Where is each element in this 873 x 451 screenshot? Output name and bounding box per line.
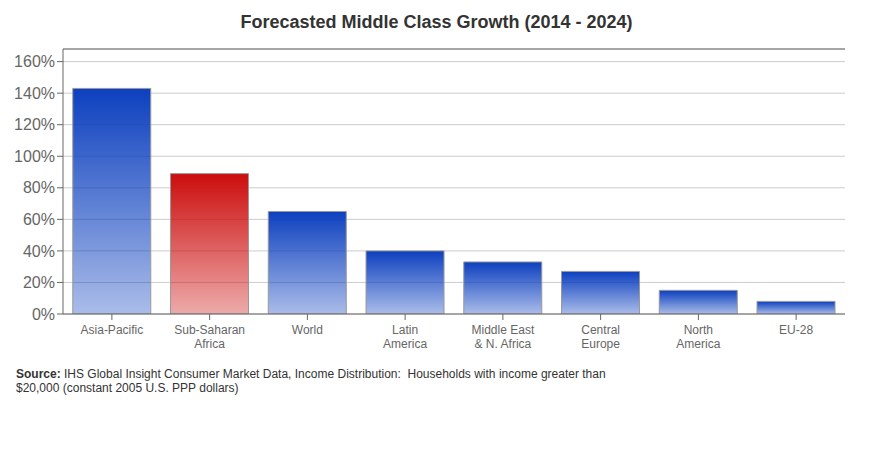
html-text:Forecasted Middle Class Growth: Forecasted Middle Class Growth (2014 - 2… bbox=[240, 12, 633, 32]
svg-text:100%: 100% bbox=[14, 148, 55, 165]
svg-text:CentralEurope: CentralEurope bbox=[581, 323, 620, 351]
svg-text:140%: 140% bbox=[14, 85, 55, 102]
svg-text:Middle East& N. Africa: Middle East& N. Africa bbox=[472, 323, 535, 351]
svg-text:0%: 0% bbox=[32, 306, 55, 323]
svg-text:EU-28: EU-28 bbox=[779, 323, 813, 337]
svg-text:160%: 160% bbox=[14, 53, 55, 70]
svg-text:20%: 20% bbox=[23, 274, 55, 291]
svg-text:60%: 60% bbox=[23, 211, 55, 228]
html-text:Source: IHS Global Insight Con: Source: IHS Global Insight Consumer Mark… bbox=[16, 367, 606, 395]
svg-text:Sub-SaharanAfrica: Sub-SaharanAfrica bbox=[174, 323, 245, 351]
svg-text:80%: 80% bbox=[23, 179, 55, 196]
svg-text:120%: 120% bbox=[14, 116, 55, 133]
svg-text:NorthAmerica: NorthAmerica bbox=[676, 323, 720, 351]
svg-text:40%: 40% bbox=[23, 243, 55, 260]
svg-text:Asia-Pacific: Asia-Pacific bbox=[81, 323, 144, 337]
svg-text:World: World bbox=[292, 323, 323, 337]
svg-text:LatinAmerica: LatinAmerica bbox=[383, 323, 427, 351]
